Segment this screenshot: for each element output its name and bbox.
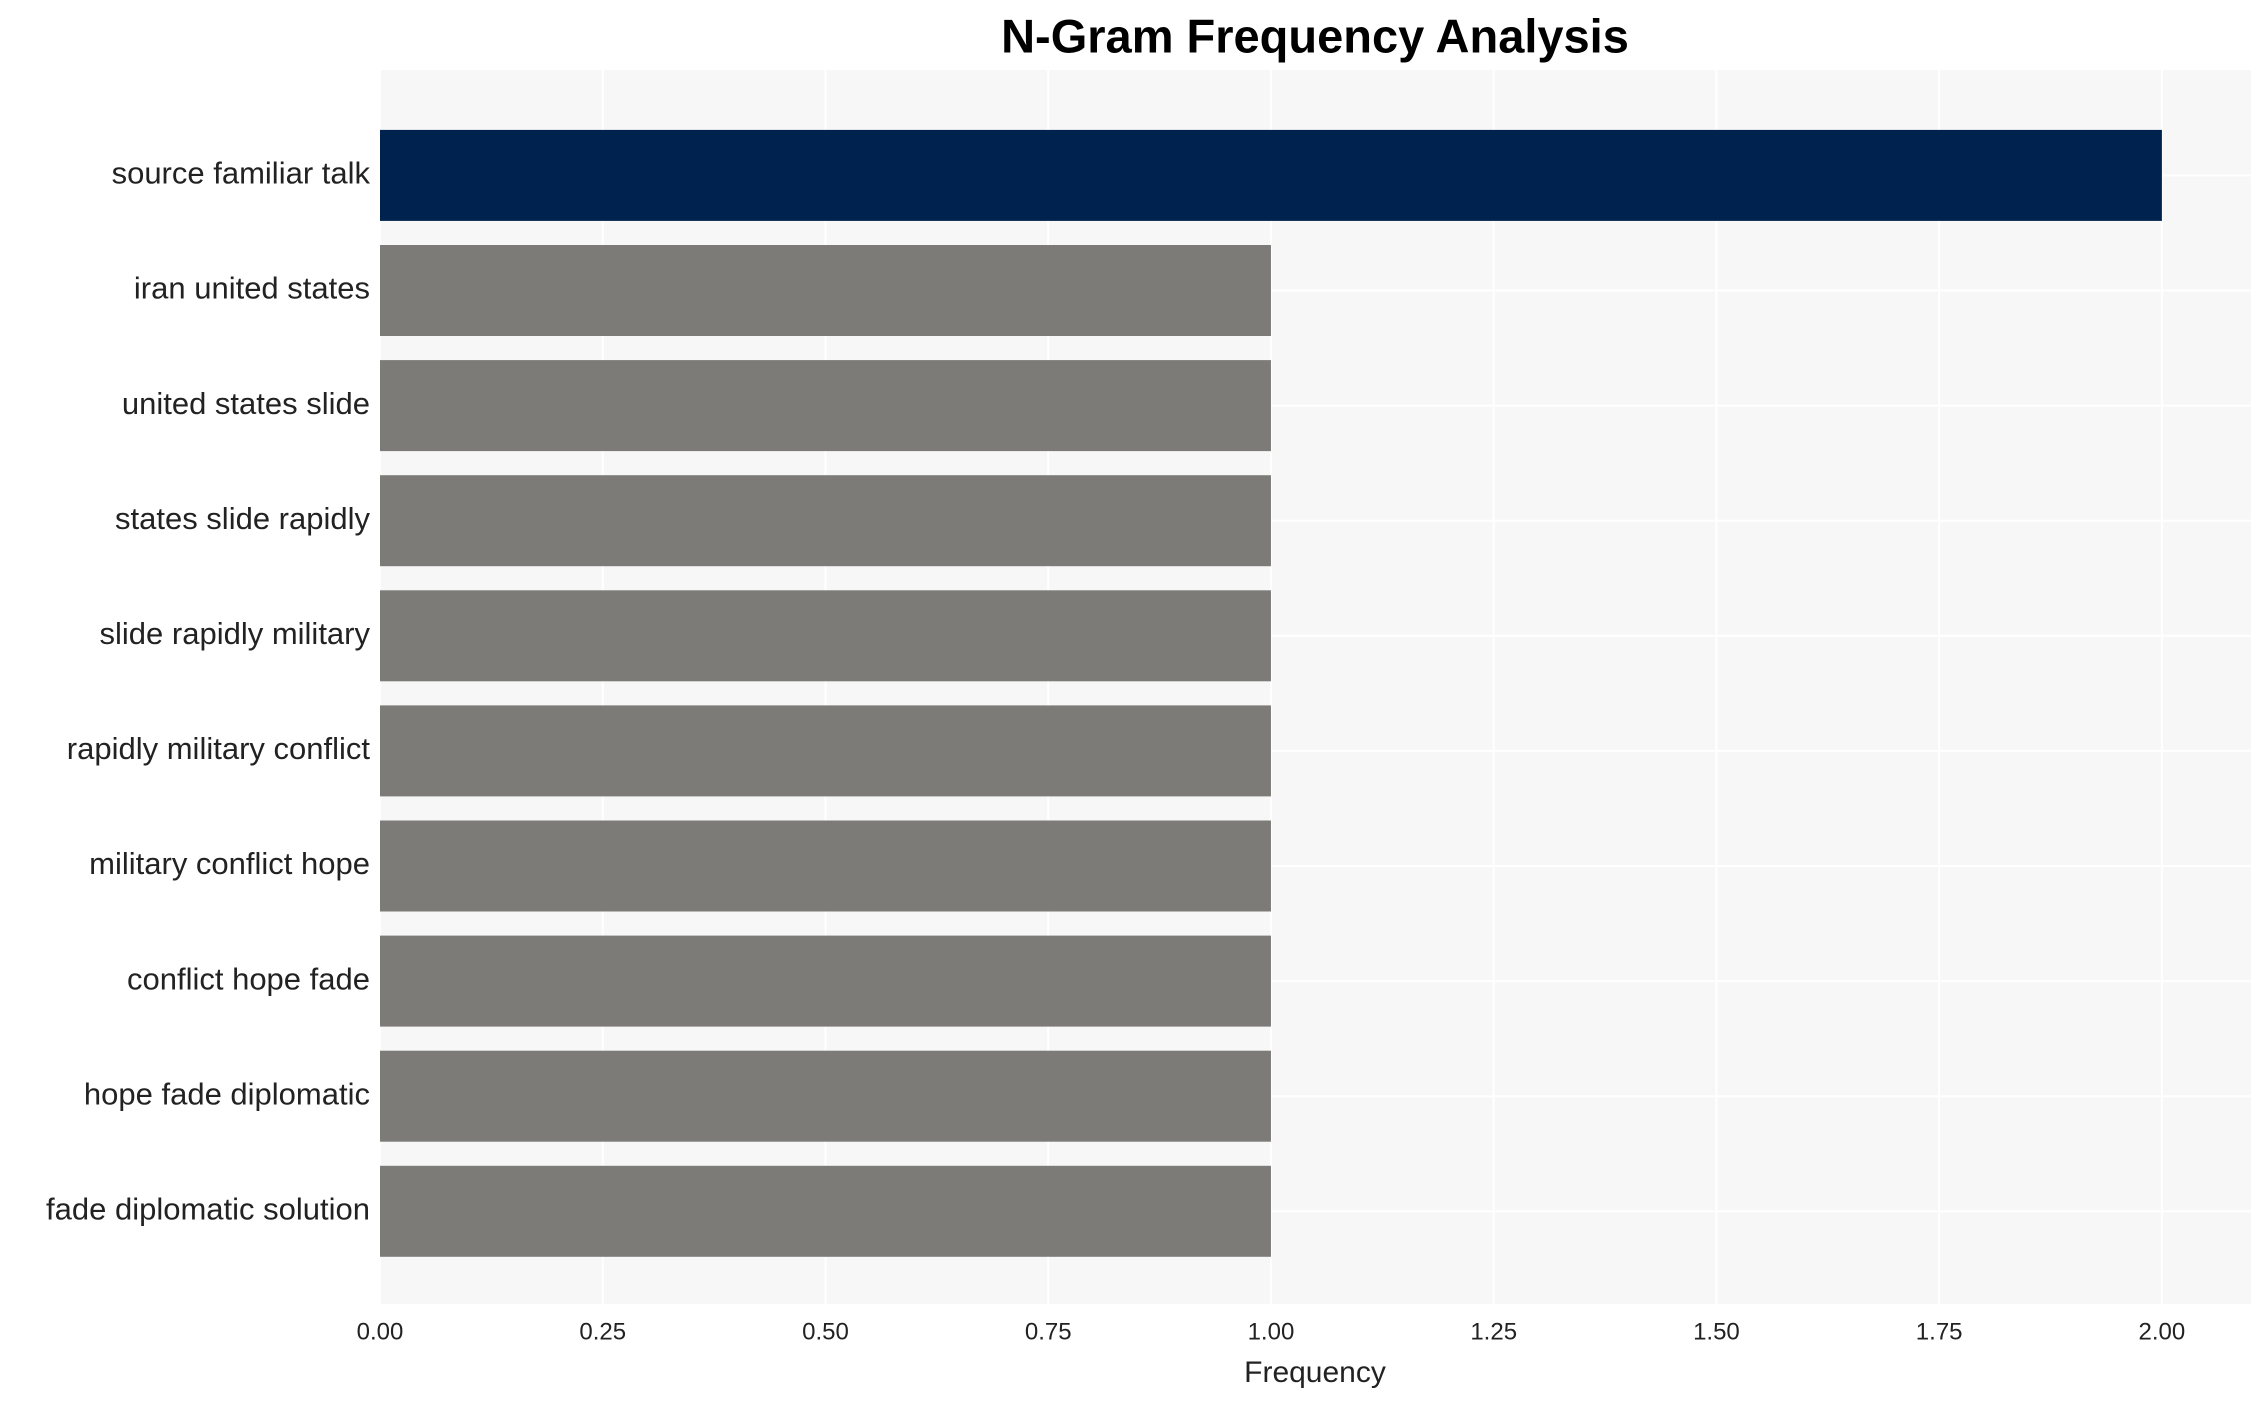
x-tick-label: 1.25 [1470, 1318, 1517, 1345]
x-tick-label: 0.75 [1025, 1318, 1072, 1345]
x-axis-label: Frequency [1244, 1356, 1386, 1389]
y-tick-label: states slide rapidly [115, 501, 371, 536]
bar [380, 1050, 1271, 1142]
y-tick-label: slide rapidly military [100, 616, 371, 651]
x-tick-label: 0.25 [579, 1318, 626, 1345]
y-tick-label: source familiar talk [112, 156, 371, 191]
bar [380, 129, 2162, 221]
bar [380, 360, 1271, 452]
chart-title: N-Gram Frequency Analysis [1001, 9, 1629, 62]
x-tick-label: 1.50 [1693, 1318, 1740, 1345]
x-tick-label: 0.00 [357, 1318, 404, 1345]
y-tick-label: iran united states [134, 271, 370, 306]
bar [380, 590, 1271, 682]
bar [380, 475, 1271, 567]
x-tick-label: 2.00 [2139, 1318, 2186, 1345]
y-tick-label: military conflict hope [89, 846, 370, 881]
y-tick-label: united states slide [122, 386, 370, 421]
bar [380, 705, 1271, 797]
x-tick-label: 0.50 [802, 1318, 849, 1345]
x-tick-label: 1.75 [1916, 1318, 1963, 1345]
y-tick-label: rapidly military conflict [67, 731, 371, 766]
y-tick-label: hope fade diplomatic [84, 1076, 370, 1111]
y-tick-label: fade diplomatic solution [46, 1191, 370, 1226]
bar [380, 820, 1271, 912]
bars [380, 129, 2162, 1257]
bar [380, 1165, 1271, 1257]
bar [380, 935, 1271, 1027]
x-tick-label: 1.00 [1248, 1318, 1295, 1345]
y-tick-label: conflict hope fade [127, 961, 370, 996]
bar [380, 245, 1271, 336]
